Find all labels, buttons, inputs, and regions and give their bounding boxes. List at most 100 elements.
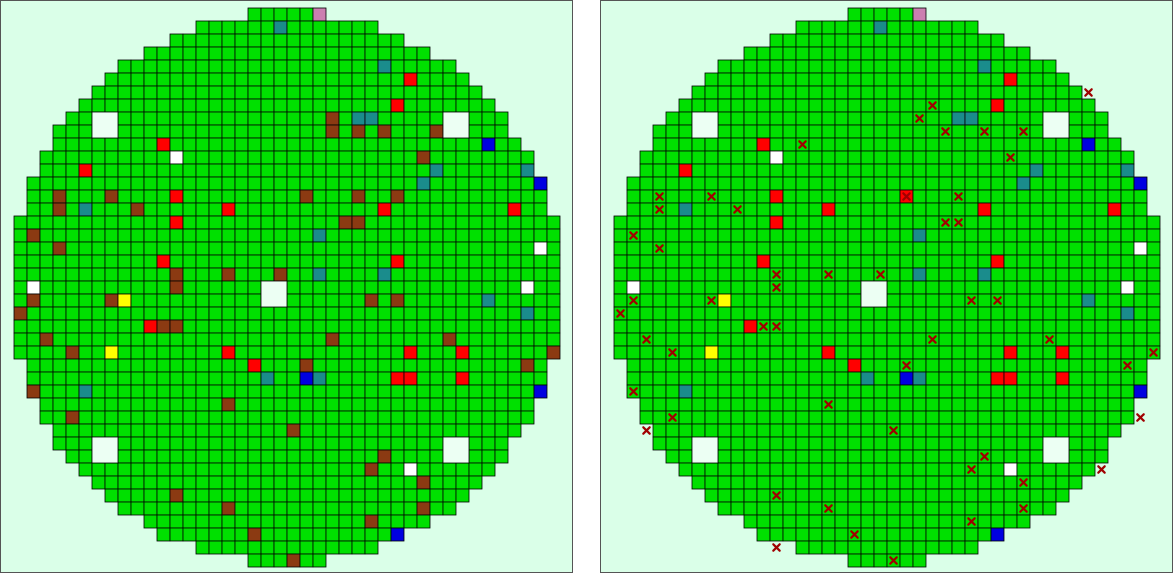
die-normal[interactable] [52, 332, 67, 347]
die-normal[interactable] [899, 33, 914, 48]
die-normal[interactable] [730, 267, 745, 282]
die-normal[interactable] [312, 33, 327, 48]
die-normal[interactable] [234, 241, 249, 256]
die-normal[interactable] [691, 267, 706, 282]
die-normal[interactable] [481, 462, 496, 477]
die-normal[interactable] [403, 410, 418, 425]
die-normal[interactable] [429, 345, 444, 360]
die-normal[interactable] [143, 332, 158, 347]
die-normal[interactable] [977, 410, 992, 425]
die-normal[interactable] [1094, 306, 1109, 321]
die-normal[interactable] [182, 384, 197, 399]
die-normal[interactable] [899, 410, 914, 425]
die-normal[interactable] [1068, 98, 1083, 113]
die-normal[interactable] [1042, 306, 1057, 321]
die-normal[interactable] [1081, 228, 1096, 243]
die-normal[interactable] [273, 319, 288, 334]
die-normal[interactable] [247, 488, 262, 503]
die-normal[interactable] [507, 371, 522, 386]
die-normal[interactable] [1120, 410, 1135, 425]
die-normal[interactable] [494, 332, 509, 347]
die-normal[interactable] [364, 228, 379, 243]
die-normal[interactable] [351, 475, 366, 490]
die-normal[interactable] [286, 514, 301, 529]
die-normal[interactable] [156, 514, 171, 529]
die-normal[interactable] [104, 306, 119, 321]
die-normal[interactable] [873, 306, 888, 321]
die-normal[interactable] [195, 228, 210, 243]
die-normal[interactable] [964, 59, 979, 74]
die-normal[interactable] [938, 176, 953, 191]
die-normal[interactable] [1055, 189, 1070, 204]
die-normal[interactable] [312, 488, 327, 503]
die-normal[interactable] [338, 59, 353, 74]
die-normal[interactable] [429, 241, 444, 256]
die-normal[interactable] [299, 163, 314, 178]
die-brown[interactable] [351, 124, 366, 139]
die-normal[interactable] [325, 20, 340, 35]
die-normal[interactable] [899, 241, 914, 256]
die-normal[interactable] [351, 332, 366, 347]
die-normal[interactable] [273, 72, 288, 87]
die-normal[interactable] [338, 293, 353, 308]
die-normal[interactable] [730, 163, 745, 178]
die-normal[interactable] [808, 358, 823, 373]
die-normal[interactable] [925, 501, 940, 516]
die-normal[interactable] [691, 189, 706, 204]
die-normal[interactable] [468, 449, 483, 464]
die-normal[interactable] [104, 228, 119, 243]
die-normal[interactable] [847, 46, 862, 61]
die-normal[interactable] [364, 137, 379, 152]
die-normal[interactable] [808, 111, 823, 126]
die-normal[interactable] [613, 254, 628, 269]
die-normal[interactable] [507, 267, 522, 282]
die-normal[interactable] [182, 410, 197, 425]
die-normal[interactable] [429, 488, 444, 503]
die-normal[interactable] [938, 488, 953, 503]
die-normal[interactable] [143, 306, 158, 321]
die-normal[interactable] [182, 527, 197, 542]
die-normal[interactable] [507, 358, 522, 373]
die-normal[interactable] [234, 358, 249, 373]
die-normal[interactable] [429, 267, 444, 282]
die-normal[interactable] [795, 475, 810, 490]
die-normal[interactable] [299, 488, 314, 503]
die-normal[interactable] [925, 33, 940, 48]
die-normal[interactable] [169, 85, 184, 100]
die-normal[interactable] [520, 215, 535, 230]
die-normal[interactable] [468, 202, 483, 217]
die-normal[interactable] [821, 423, 836, 438]
die-normal[interactable] [104, 384, 119, 399]
die-normal[interactable] [795, 501, 810, 516]
die-normal[interactable] [325, 475, 340, 490]
die-normal[interactable] [977, 137, 992, 152]
die-normal[interactable] [990, 202, 1005, 217]
die-normal[interactable] [1068, 254, 1083, 269]
die-normal[interactable] [117, 280, 132, 295]
die-normal[interactable] [1003, 410, 1018, 425]
die-normal[interactable] [260, 85, 275, 100]
die-normal[interactable] [1003, 254, 1018, 269]
die-normal[interactable] [351, 150, 366, 165]
die-normal[interactable] [351, 59, 366, 74]
die-normal[interactable] [782, 215, 797, 230]
die-normal[interactable] [13, 280, 28, 295]
die-normal[interactable] [977, 254, 992, 269]
die-normal[interactable] [652, 319, 667, 334]
die-normal[interactable] [533, 371, 548, 386]
die-normal[interactable] [221, 384, 236, 399]
die-normal[interactable] [912, 319, 927, 334]
die-normal[interactable] [91, 215, 106, 230]
die-normal[interactable] [886, 332, 901, 347]
die-normal[interactable] [130, 59, 145, 74]
die-normal[interactable] [1055, 397, 1070, 412]
die-normal[interactable] [130, 85, 145, 100]
die-normal[interactable] [847, 410, 862, 425]
die-normal[interactable] [1016, 254, 1031, 269]
die-normal[interactable] [520, 332, 535, 347]
die-normal[interactable] [52, 267, 67, 282]
die-normal[interactable] [208, 345, 223, 360]
die-normal[interactable] [1042, 371, 1057, 386]
die-normal[interactable] [847, 306, 862, 321]
die-normal[interactable] [912, 501, 927, 516]
